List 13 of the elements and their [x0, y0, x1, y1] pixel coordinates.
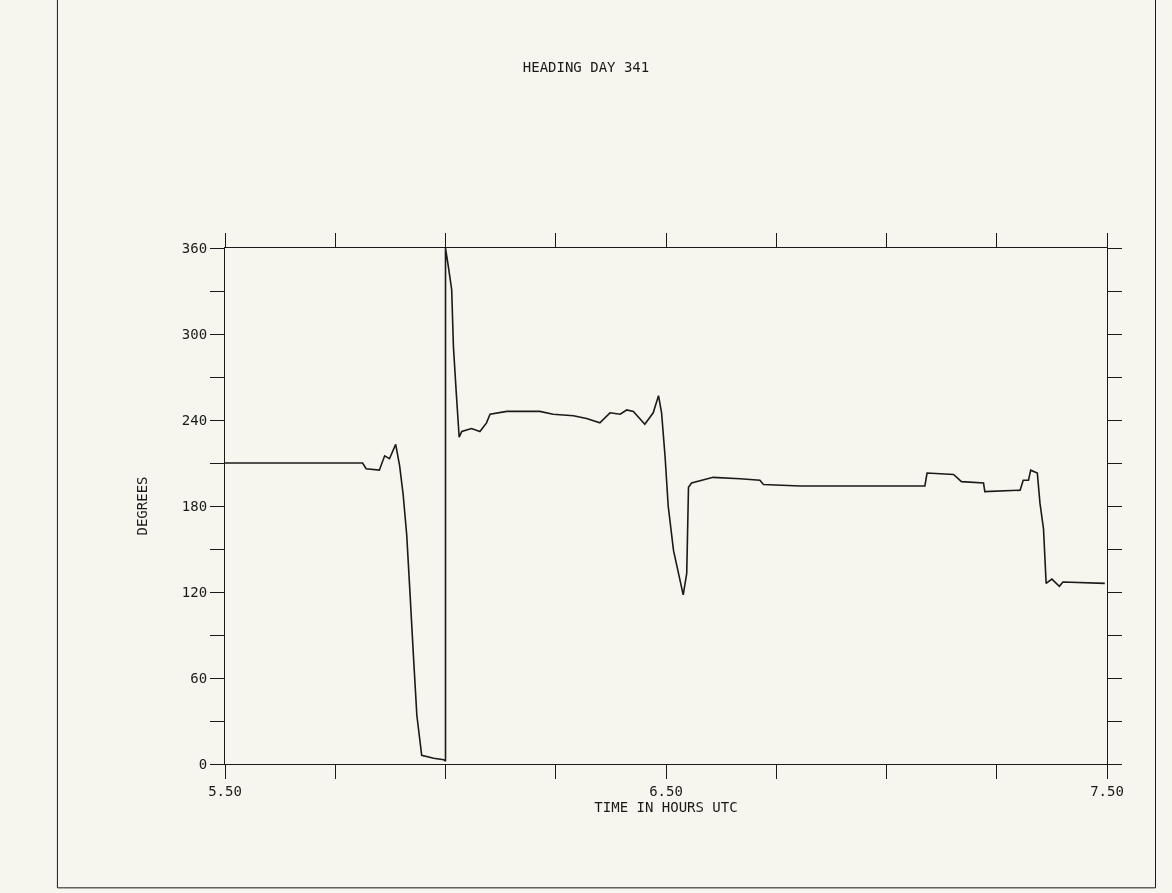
- x-tick-label: 7.50: [1090, 782, 1124, 799]
- y-tick-label: 240: [181, 411, 208, 428]
- x-tick-label: 5.50: [208, 782, 242, 799]
- y-tick-label: 180: [181, 497, 208, 514]
- y-tick-label: 360: [181, 239, 208, 256]
- y-axis-title: DEGREES: [134, 476, 151, 536]
- y-tick-label: 300: [181, 325, 208, 342]
- x-tick-label: 6.50: [649, 782, 683, 799]
- y-tick-label: 0: [198, 755, 208, 772]
- x-axis-title: TIME IN HOURS UTC: [594, 798, 738, 815]
- chart-title: HEADING DAY 341: [522, 59, 650, 76]
- y-tick-label: 60: [190, 669, 208, 686]
- y-tick-label: 120: [181, 583, 208, 600]
